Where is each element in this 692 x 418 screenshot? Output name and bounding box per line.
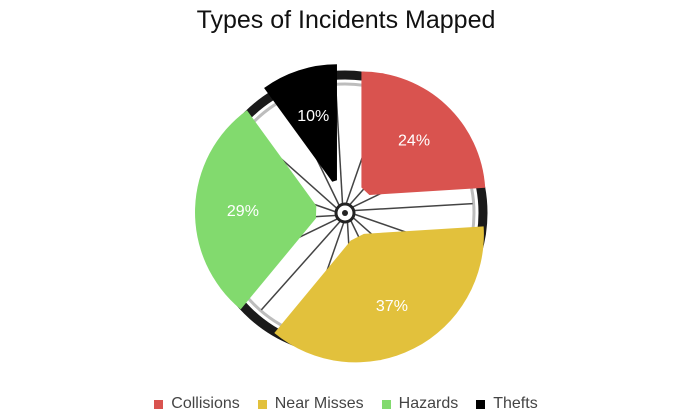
legend-swatch-collisions	[154, 399, 164, 409]
wheel-spoke	[260, 221, 341, 311]
legend-swatch-thefts	[476, 399, 486, 409]
pie-slice-hazards	[195, 110, 317, 310]
legend: Collisions Near Misses Hazards Thefts	[0, 395, 692, 413]
pie-label-hazards: 29%	[227, 203, 259, 220]
legend-swatch-hazards	[381, 399, 391, 409]
pie-label-collisions: 24%	[398, 132, 430, 149]
pie-label-near-misses: 37%	[376, 298, 408, 315]
legend-label-thefts: Thefts	[493, 395, 538, 412]
legend-swatch-near-misses	[257, 399, 267, 409]
legend-item-hazards: Hazards	[381, 395, 459, 413]
legend-label-hazards: Hazards	[398, 395, 459, 412]
wheel-hub-center	[342, 210, 348, 216]
pie-label-thefts: 10%	[297, 108, 329, 125]
pie-slices	[195, 64, 486, 363]
pie-labels: 24% 37% 29% 10%	[227, 108, 430, 315]
pie-slice-near-misses	[274, 226, 484, 363]
wheel-spoke	[354, 202, 473, 212]
legend-label-collisions: Collisions	[171, 395, 240, 412]
chart-title: Types of Incidents Mapped	[196, 6, 496, 34]
legend-item-thefts: Thefts	[476, 395, 538, 413]
pie-slice-collisions	[361, 71, 486, 196]
legend-label-near-misses: Near Misses	[274, 395, 364, 412]
legend-item-collisions: Collisions	[154, 395, 240, 413]
pie-slice-thefts	[264, 64, 337, 182]
legend-item-near-misses: Near Misses	[257, 395, 364, 413]
